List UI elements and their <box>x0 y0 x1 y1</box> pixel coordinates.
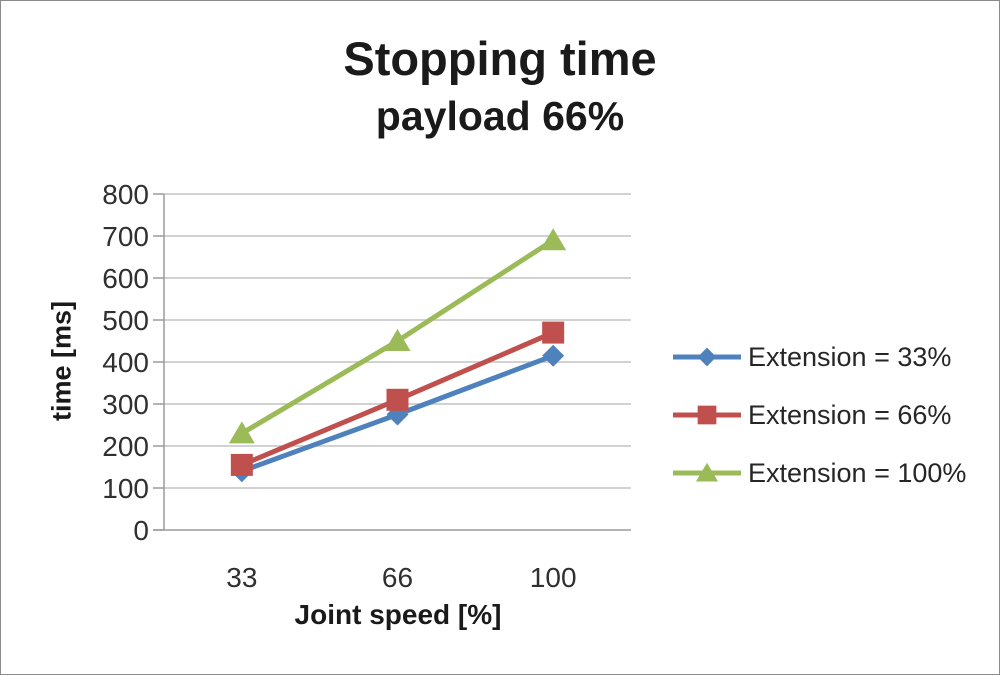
y-tick-label: 200 <box>102 431 149 462</box>
x-tick-label: 100 <box>530 562 577 593</box>
y-tick-label: 800 <box>102 179 149 210</box>
y-tick-label: 600 <box>102 263 149 294</box>
square-marker-icon <box>697 405 717 425</box>
triangle-marker-icon <box>228 421 255 444</box>
triangle-marker-icon <box>384 329 411 351</box>
y-tick-label: 100 <box>102 473 149 504</box>
legend: Extension = 33% Extension = 66% Extension … <box>671 328 966 502</box>
y-tick-label: 400 <box>102 347 149 378</box>
y-axis-title: time [ms] <box>46 300 77 422</box>
legend-item: Extension = 66% <box>671 386 966 444</box>
diamond-marker-icon <box>697 347 717 367</box>
y-tick-label: 500 <box>102 305 149 336</box>
legend-label: Extension = 66% <box>748 399 952 430</box>
square-marker-icon <box>230 453 253 476</box>
square-marker-icon <box>386 388 409 411</box>
legend-swatch <box>673 462 741 482</box>
legend-label: Extension = 33% <box>748 341 952 372</box>
legend-item: Extension = 100% <box>671 444 966 502</box>
square-marker-icon <box>542 321 565 344</box>
triangle-marker-icon <box>540 228 567 251</box>
diamond-marker-icon <box>542 344 565 367</box>
x-tick-label: 33 <box>226 562 257 593</box>
triangle-marker-icon <box>695 462 719 482</box>
chart-title: Stopping time <box>343 32 657 85</box>
y-tick-label: 300 <box>102 389 149 420</box>
x-axis-title: Joint speed [%] <box>294 599 502 630</box>
legend-item: Extension = 33% <box>671 328 966 386</box>
y-tick-label: 700 <box>102 221 149 252</box>
legend-swatch <box>673 405 741 425</box>
x-tick-label: 66 <box>382 562 413 593</box>
chart-subtitle: payload 66% <box>375 93 625 139</box>
y-tick-label: 0 <box>133 515 149 546</box>
legend-swatch <box>673 347 741 367</box>
legend-label: Extension = 100% <box>748 457 967 488</box>
